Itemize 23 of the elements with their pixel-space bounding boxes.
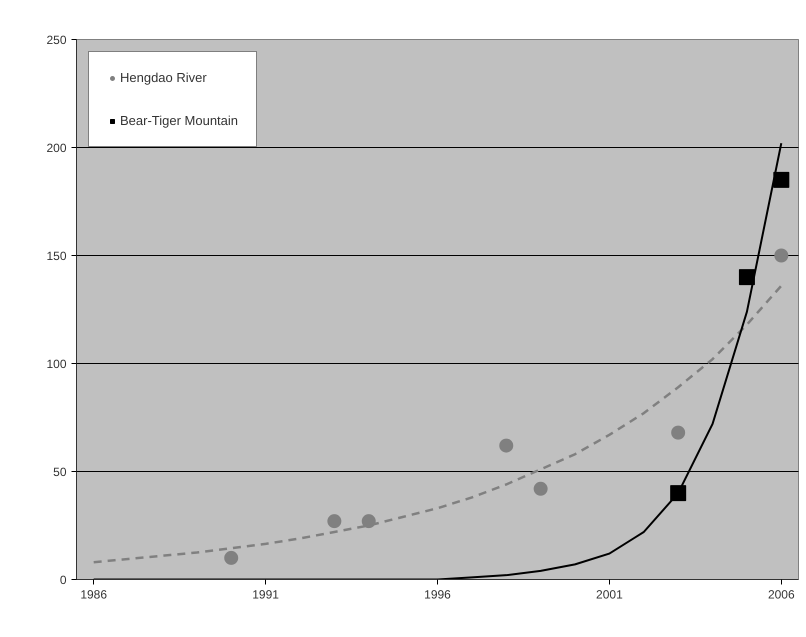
point (773, 172, 790, 188)
point (774, 248, 788, 262)
point (224, 550, 238, 565)
x-tick-label: 1986 (80, 588, 108, 602)
y-tick-label: 100 (46, 357, 67, 371)
y-tick-label: 150 (46, 249, 67, 263)
line-series (92, 284, 783, 564)
x-tick-label: 2006 (768, 588, 795, 602)
point (362, 514, 376, 528)
point (327, 514, 342, 528)
y-tick-label: 250 (46, 33, 67, 47)
point (499, 438, 514, 453)
y-tick-label: 50 (53, 465, 67, 479)
x-tick-label: 1991 (252, 588, 280, 602)
point (738, 269, 755, 286)
point (671, 426, 686, 440)
y-tick-label: 200 (46, 141, 67, 155)
legend-label: Hengdao River (120, 70, 207, 85)
x-tick-label: 1996 (424, 588, 452, 602)
y-tick-label: 0 (60, 573, 67, 587)
legend-label: Bear-Tiger Mountain (120, 113, 238, 128)
x-tick-label: 2001 (596, 588, 624, 602)
point (534, 482, 548, 496)
